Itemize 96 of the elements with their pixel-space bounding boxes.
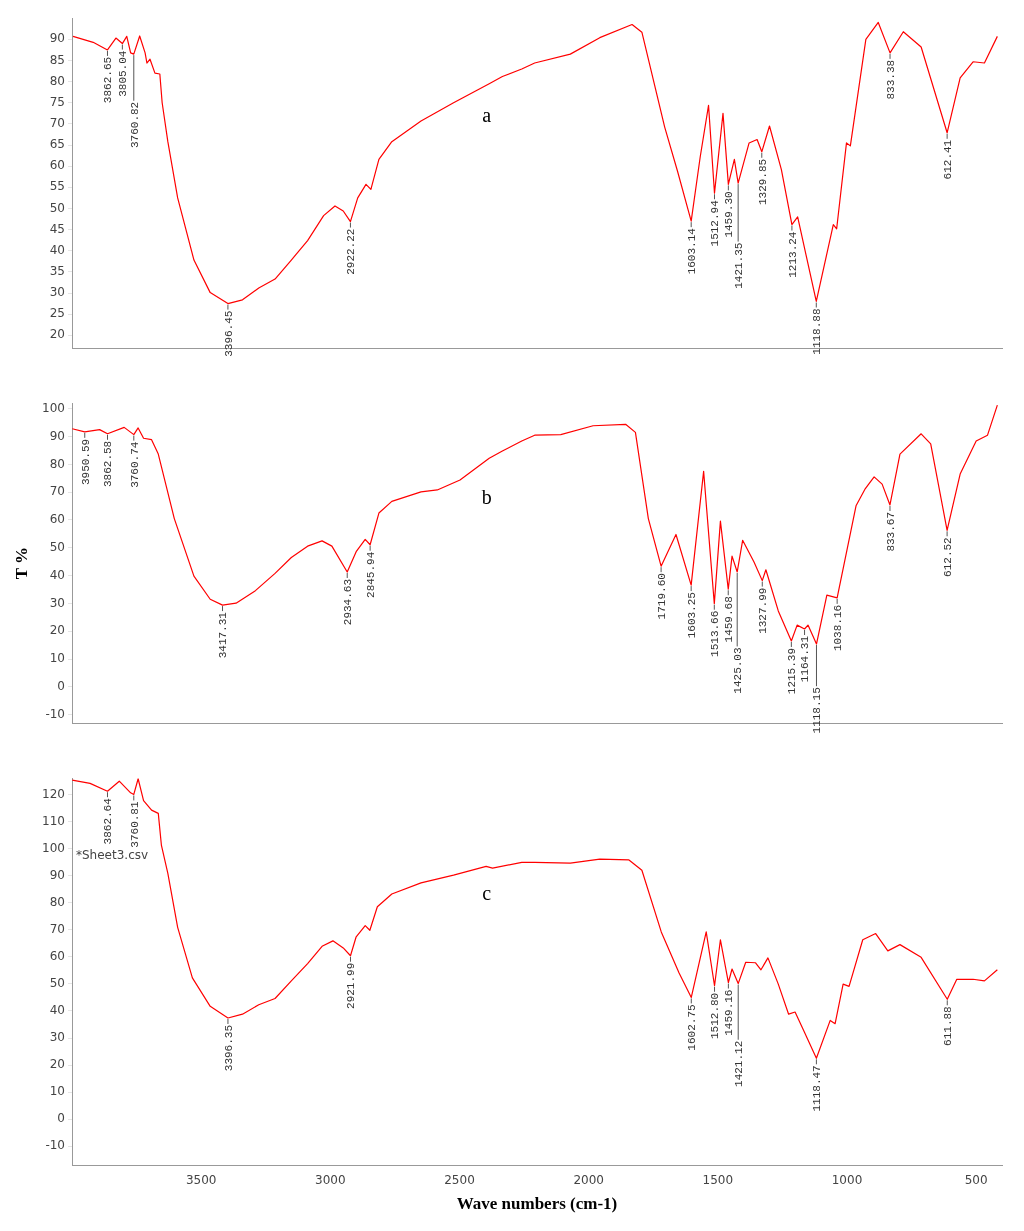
x-tick-label: 1000: [831, 1172, 863, 1187]
annotation: 1213.24: [786, 231, 799, 278]
y-tick-label: 40: [49, 567, 65, 582]
annotation: 1118.47: [811, 1065, 824, 1112]
y-tick-label: 80: [49, 456, 65, 471]
y-tick-label: -10: [45, 1138, 65, 1153]
y-tick-label: 35: [49, 264, 65, 279]
annotation: 1603.14: [686, 227, 699, 275]
annotation: 1602.75: [686, 1004, 699, 1051]
annotation: 1329.85: [756, 158, 769, 206]
annotation: a: [482, 104, 492, 127]
y-tick-label: -10: [45, 706, 65, 721]
annotation: 1421.12: [733, 1040, 746, 1087]
y-tick-label: 45: [49, 221, 65, 236]
y-tick-label: 110: [42, 813, 65, 828]
annotation: 1118.88: [811, 308, 824, 355]
annotation: 1459.30: [723, 191, 736, 238]
x-tick-label: 2000: [573, 1172, 604, 1187]
annotation: 3862.58: [102, 440, 115, 488]
annotation: 1421.35: [733, 242, 746, 289]
annotation: 1513.66: [709, 610, 722, 657]
y-axis-title: T %: [11, 546, 31, 580]
y-tick-label: 65: [49, 137, 65, 152]
annotation: 3862.64: [102, 797, 115, 845]
annotation: 1512.80: [709, 992, 722, 1039]
y-tick-label: 60: [49, 158, 65, 173]
y-tick-label: 80: [49, 73, 65, 88]
y-tick-label: 70: [49, 921, 65, 936]
annotation: 3396.35: [222, 1024, 235, 1072]
annotation: 3760.82: [128, 101, 141, 148]
y-tick-label: 60: [49, 948, 65, 963]
x-tick-label: 500: [964, 1172, 988, 1187]
y-tick-label: 120: [42, 786, 65, 801]
annotation: 1038.16: [832, 604, 845, 652]
y-tick-label: 75: [49, 94, 65, 109]
annotation: 2922.22: [345, 228, 358, 275]
x-tick-label: 3000: [315, 1172, 346, 1187]
y-tick-label: 0: [57, 678, 65, 693]
y-tick-label: 25: [49, 306, 65, 321]
y-tick-label: 10: [49, 651, 65, 666]
annotation: 3805.04: [117, 50, 130, 97]
annotation: 1603.25: [686, 592, 699, 639]
y-tick-label: 20: [49, 623, 65, 638]
annotation: *Sheet3.csv: [76, 848, 149, 863]
y-tick-label: 100: [42, 840, 65, 855]
y-tick-label: 50: [49, 200, 65, 215]
y-tick-label: 40: [49, 1003, 65, 1018]
x-tick-label: 1500: [702, 1172, 734, 1187]
annotation: 833.38: [884, 59, 897, 100]
annotation: 833.67: [884, 511, 897, 552]
annotation: 1512.94: [709, 199, 722, 247]
x-tick-label: 2500: [444, 1172, 475, 1187]
y-tick-label: 60: [49, 512, 65, 527]
annotation: 612.41: [942, 139, 955, 180]
annotation: 2934.63: [342, 579, 355, 626]
y-tick-label: 20: [49, 1057, 65, 1072]
annotation: 3760.74: [128, 441, 141, 488]
y-tick-label: 90: [49, 428, 65, 443]
y-tick-label: 10: [49, 1084, 65, 1099]
annotation: 1425.03: [732, 647, 745, 694]
annotation: 1719.60: [656, 573, 669, 620]
annotation: 1164.31: [799, 635, 812, 683]
annotation: 3760.81: [128, 801, 141, 848]
y-tick-label: 0: [57, 1111, 65, 1126]
annotation: 2921.99: [345, 962, 358, 1009]
y-tick-label: 70: [49, 484, 65, 499]
annotation: 3396.45: [222, 310, 235, 357]
y-tick-label: 50: [49, 976, 65, 990]
y-tick-label: 55: [49, 179, 65, 194]
y-tick-label: 40: [49, 242, 65, 257]
y-tick-label: 70: [49, 116, 65, 131]
y-tick-label: 50: [49, 539, 65, 554]
annotation: 3417.31: [217, 611, 230, 659]
annotation: b: [481, 486, 492, 509]
y-tick-label: 100: [42, 400, 65, 415]
annotation: 2845.94: [365, 551, 378, 598]
annotation: 1215.39: [786, 647, 799, 695]
y-tick-label: 30: [49, 1030, 65, 1045]
annotation: c: [482, 881, 492, 904]
y-tick-label: 80: [49, 894, 65, 909]
annotation: 611.88: [942, 1006, 955, 1046]
y-tick-label: 90: [49, 31, 65, 46]
y-tick-label: 30: [49, 285, 65, 300]
annotation: 1459.16: [723, 989, 736, 1036]
annotation: 1118.15: [811, 687, 824, 734]
x-tick-label: 3500: [185, 1172, 217, 1187]
y-tick-label: 85: [49, 52, 65, 67]
annotation: 1459.68: [723, 596, 736, 643]
y-tick-label: 30: [49, 595, 65, 610]
annotation: 1327.99: [757, 587, 770, 634]
annotation: 612.52: [942, 537, 955, 577]
annotation: 3950.59: [79, 438, 92, 486]
y-tick-label: 20: [49, 327, 65, 342]
y-tick-label: 90: [49, 867, 65, 882]
x-axis-title: Wave numbers (cm-1): [456, 1194, 618, 1214]
annotation: 3862.65: [102, 56, 115, 104]
